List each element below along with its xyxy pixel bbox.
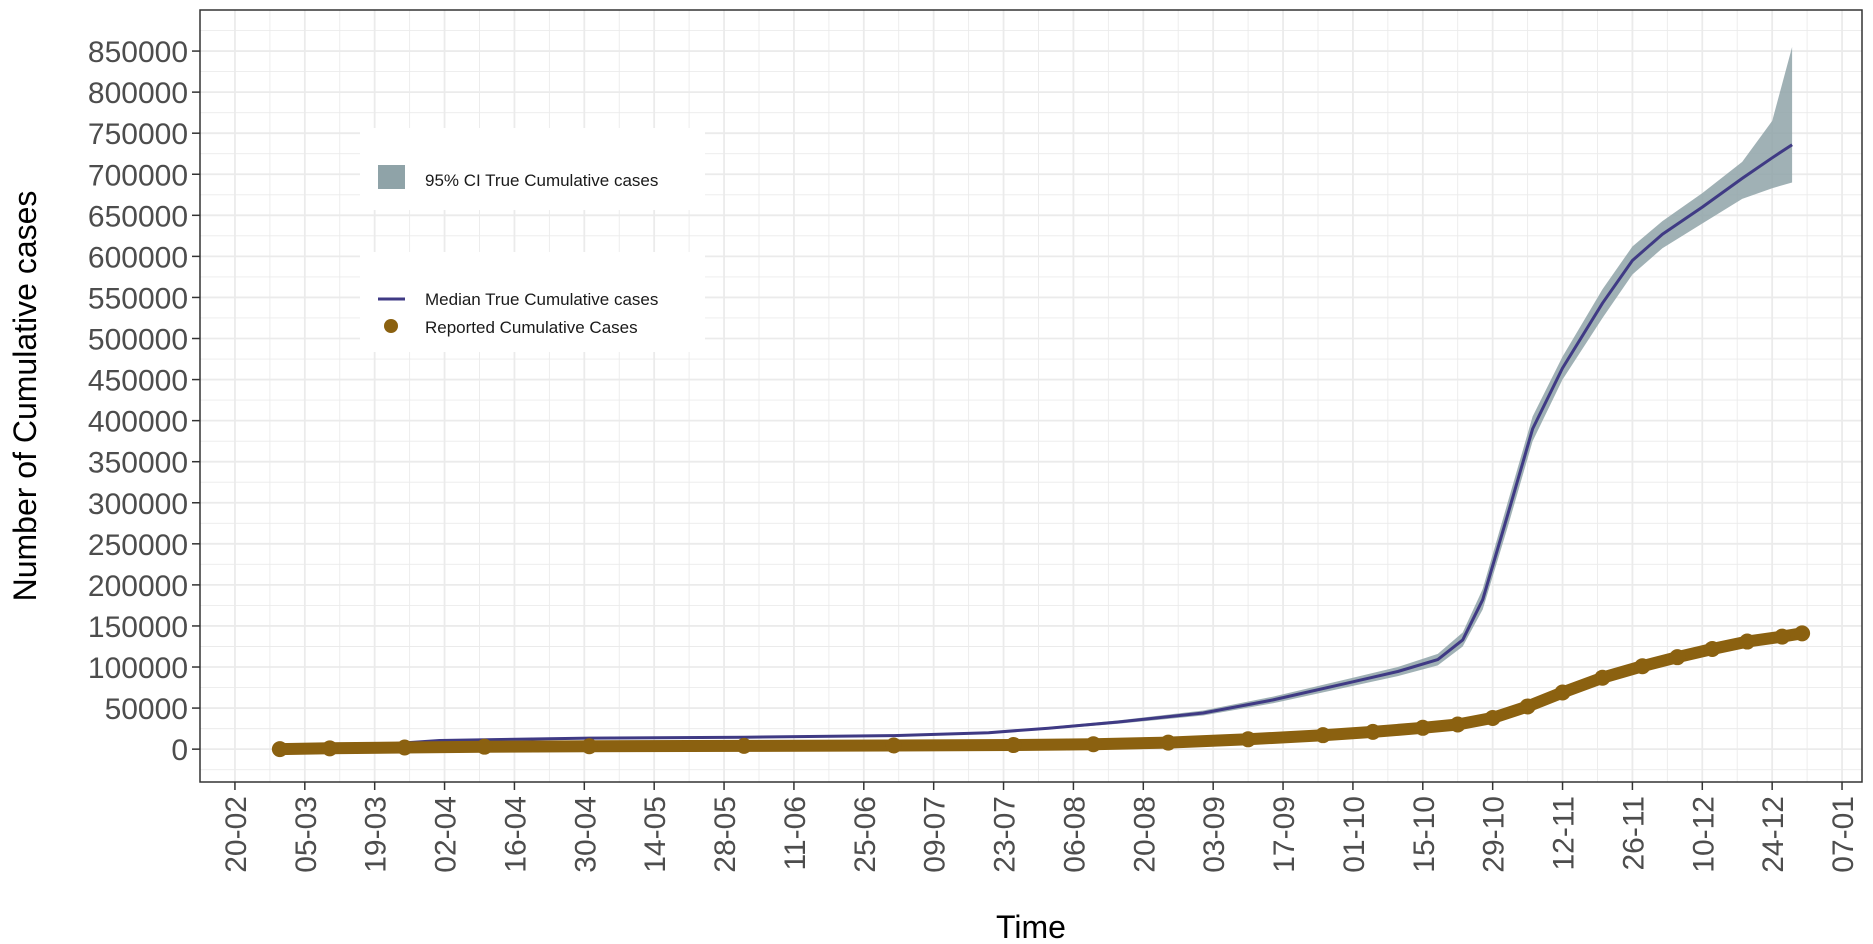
- x-tick-label: 03-09: [1198, 796, 1231, 873]
- reported-point: [581, 738, 598, 755]
- legend-ci-background: [360, 128, 705, 210]
- x-tick-label: 01-10: [1338, 796, 1371, 873]
- reported-point: [1739, 633, 1756, 650]
- x-tick-label: 24-12: [1757, 796, 1790, 873]
- y-tick-label: 700000: [88, 159, 188, 192]
- legend-ci-key: [378, 165, 405, 189]
- x-tick-label: 20-02: [220, 796, 253, 873]
- reported-point: [1364, 723, 1381, 740]
- reported-point: [1794, 625, 1811, 642]
- legend-lines: Median True Cumulative cases Reported Cu…: [360, 252, 705, 352]
- y-tick-label: 850000: [88, 36, 188, 69]
- reported-point: [321, 740, 338, 757]
- x-tick-label: 30-04: [569, 796, 602, 873]
- y-tick-label: 100000: [88, 652, 188, 685]
- y-tick-label: 50000: [105, 693, 188, 726]
- x-tick-label: 06-08: [1058, 796, 1091, 873]
- legend-lines-background: [360, 252, 705, 352]
- y-tick-label: 350000: [88, 447, 188, 480]
- reported-point: [1414, 719, 1431, 736]
- reported-point: [476, 738, 493, 755]
- x-tick-label: 19-03: [360, 796, 393, 873]
- reported-point: [1594, 669, 1611, 686]
- reported-point: [1240, 731, 1257, 748]
- x-tick-label: 10-12: [1687, 796, 1720, 873]
- y-tick-label: 400000: [88, 406, 188, 439]
- y-tick-label: 650000: [88, 200, 188, 233]
- reported-point: [1669, 649, 1686, 666]
- x-tick-label: 23-07: [989, 796, 1022, 873]
- y-tick-label: 150000: [88, 611, 188, 644]
- reported-point: [1005, 737, 1022, 754]
- reported-point: [1554, 684, 1571, 701]
- x-axis: 20-02 05-03 19-03 02-04 16-04 30-04 14-05 28-05…: [220, 782, 1860, 873]
- y-tick-label: 550000: [88, 282, 188, 315]
- x-tick-label: 25-06: [849, 796, 882, 873]
- reported-point: [1774, 628, 1791, 645]
- y-tick-label: 250000: [88, 529, 188, 562]
- x-tick-label: 20-08: [1128, 796, 1161, 873]
- median-line: [279, 143, 1793, 751]
- x-tick-label: 15-10: [1408, 796, 1441, 873]
- grid-minor: [200, 10, 1862, 782]
- reported-point: [1449, 716, 1466, 733]
- x-tick-label: 28-05: [709, 796, 742, 873]
- y-tick-label: 600000: [88, 241, 188, 274]
- y-tick-label: 450000: [88, 365, 188, 398]
- reported-point: [1160, 734, 1177, 751]
- reported-point: [736, 737, 753, 754]
- x-tick-label: 29-10: [1478, 796, 1511, 873]
- reported-point: [1314, 727, 1331, 744]
- x-tick-label: 07-01: [1827, 796, 1860, 873]
- x-tick-label: 02-04: [430, 796, 463, 873]
- reported-point: [271, 741, 288, 758]
- y-tick-label: 200000: [88, 570, 188, 603]
- y-tick-label: 750000: [88, 118, 188, 151]
- x-tick-label: 09-07: [919, 796, 952, 873]
- reported-point: [396, 739, 413, 756]
- reported-point: [885, 737, 902, 754]
- legend-reported-label: Reported Cumulative Cases: [425, 318, 638, 337]
- legend-ci-label: 95% CI True Cumulative cases: [425, 171, 658, 190]
- y-tick-label: 800000: [88, 77, 188, 110]
- reported-point: [1704, 640, 1721, 657]
- x-axis-title: Time: [996, 909, 1066, 944]
- panel-border: [199, 9, 1863, 783]
- legend-ci: 95% CI True Cumulative cases: [360, 128, 705, 210]
- y-tick-label: 0: [171, 734, 188, 767]
- x-tick-label: 17-09: [1268, 796, 1301, 873]
- x-tick-label: 26-11: [1617, 796, 1650, 871]
- reported-point: [1634, 658, 1651, 675]
- y-axis: 0 50000 100000 150000 200000 250000 300000 3500…: [88, 36, 200, 767]
- x-tick-label: 12-11: [1548, 796, 1581, 871]
- y-axis-title: Number of Cumulative cases: [7, 191, 43, 602]
- x-tick-label: 16-04: [499, 796, 532, 873]
- x-tick-label: 11-06: [779, 796, 812, 871]
- y-tick-label: 500000: [88, 324, 188, 357]
- reported-point: [1484, 709, 1501, 726]
- reported-point: [1085, 736, 1102, 753]
- x-tick-label: 05-03: [290, 796, 323, 873]
- reported-point: [1519, 698, 1536, 715]
- legend-median-label: Median True Cumulative cases: [425, 290, 658, 309]
- legend-reported-key: [384, 319, 398, 333]
- x-tick-label: 14-05: [639, 796, 672, 873]
- series-layer: [271, 47, 1811, 758]
- y-tick-label: 300000: [88, 488, 188, 521]
